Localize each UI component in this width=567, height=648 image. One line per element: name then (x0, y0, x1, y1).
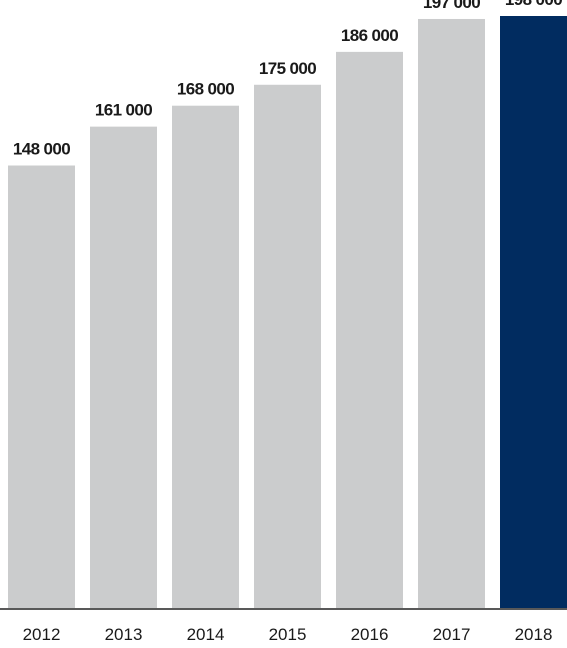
x-tick-label-2013: 2013 (105, 625, 143, 644)
bar-2015 (254, 84, 321, 608)
value-label-2018: 198 000 (505, 0, 562, 9)
value-label-2015: 175 000 (259, 59, 316, 78)
bar-2014 (172, 105, 239, 609)
bar-2017 (418, 18, 485, 609)
x-tick-label-2017: 2017 (433, 625, 471, 644)
x-tick-label-2018: 2018 (515, 625, 553, 644)
bar-2013 (90, 126, 157, 609)
x-tick-labels: 2012 2013 2014 2015 2016 2017 2018 (23, 625, 553, 644)
value-labels-group: 148 000 161 000 168 000 175 000 186 000 197 0… (13, 0, 563, 158)
bar-2018 (500, 16, 567, 608)
x-tick-label-2014: 2014 (187, 625, 225, 644)
value-label-2014: 168 000 (177, 80, 234, 99)
x-tick-label-2012: 2012 (23, 625, 61, 644)
bar-2012 (8, 165, 75, 609)
value-label-2017: 197 000 (423, 0, 480, 12)
value-label-2016: 186 000 (341, 26, 398, 45)
bars-group (8, 16, 567, 609)
value-label-2012: 148 000 (13, 139, 70, 158)
x-tick-label-2016: 2016 (351, 625, 389, 644)
x-tick-label-2015: 2015 (269, 625, 307, 644)
bar-2016 (336, 51, 403, 609)
value-label-2013: 161 000 (95, 101, 152, 120)
